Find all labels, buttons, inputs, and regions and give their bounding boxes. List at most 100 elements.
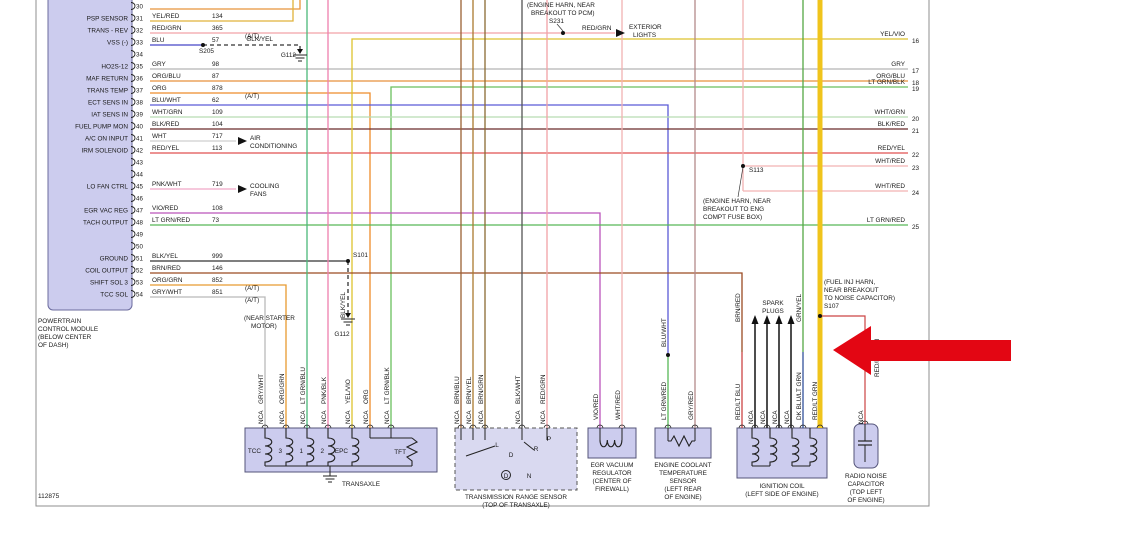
connector-arc [763,424,771,429]
pcm-pin-signal: EGR VAC REG [84,207,128,214]
pcm-pin-number: 38 [136,99,143,106]
pcm-wire-color: ORG/BLU [152,73,181,80]
diagram-label: RED/GRN [582,25,612,32]
connector-arc [481,424,489,429]
right-exit-color: LT GRN/BLK [868,79,905,86]
connector-arc [596,424,604,429]
pcm-pin-signal: IAT SENS IN [91,111,128,118]
diagram-label: GRY/RED [688,391,695,420]
diagram-label: NCA [858,410,865,424]
diagram-label: NCA [772,410,779,424]
pcm-pin-signal: IRM SOLENOID [81,147,128,154]
diagram-label: R [534,446,539,453]
right-exit-color: WHT/GRN [874,109,905,116]
pcm-pin-arc [130,14,136,22]
coil-symbol [306,428,315,466]
pcm-wire-color: BLU [152,37,165,44]
right-exit-color: WHT/RED [875,158,905,165]
diagram-label: NCA [748,410,755,424]
pcm-pin-number: 54 [136,291,143,298]
pcm-wire-color: RED/GRN [152,25,182,32]
diagram-label: NCA [279,410,286,424]
connector-arc [816,424,824,429]
connector-arc [366,424,374,429]
diagram-label: ORG/GRN [279,373,286,404]
diagram-label: S231 [549,18,564,25]
sheet-number: 112875 [38,493,60,500]
splice-dot [346,259,350,263]
pcm-wire-note: (A/T) [245,285,259,292]
pcm-pin-number: 30 [136,3,143,10]
pcm-pin-number: 47 [136,207,143,214]
connector-arc [261,424,269,429]
diagram-label: COMPT FUSE BOX) [703,214,762,221]
diagram-label: PLUGS [762,308,784,315]
pcm-pin-arc [130,278,136,286]
pcm-pin-signal: COIL OUTPUT [85,267,128,274]
wire-org-grn-852 [150,284,287,428]
pcm-pin-signal: TCC SOL [100,291,128,298]
leader-s113 [737,166,744,198]
right-exit-color: YEL/VIO [880,31,905,38]
arrow-air-conditioning [238,137,247,145]
arrowhead-spark-2 [763,315,771,324]
pcm-wire-color: BLU/WHT [152,97,181,104]
pcm-title-line: CONTROL MODULE [38,326,98,333]
resistor-symbol [405,437,419,466]
diagram-label: TO NOISE CAPACITOR) [824,295,895,302]
splice-dot [666,353,670,357]
wire-vio-red-108 [150,212,601,428]
coil-symbol [769,428,778,466]
pcm-pin-arc [130,206,136,214]
wire-s107-branch-capacitor [820,315,866,424]
gear-position-circle [501,470,511,480]
internal-range-switch-2 [523,441,535,451]
connector-arc [664,424,672,429]
highlight-arrow [833,326,1011,375]
diagram-label: NCA [321,410,328,424]
arrowhead-down-s101 [345,313,351,318]
diagram-label: CONDITIONING [250,143,297,150]
arrowhead-down-g112 [297,49,303,54]
right-exit-color: RED/YEL [878,145,906,152]
pcm-pin-arc [130,62,136,70]
wire-yel-vio-16 [351,38,908,428]
pcm-pin-number: 33 [136,39,143,46]
right-exit-color: BLK/RED [878,121,906,128]
ect-box [654,427,712,459]
diagram-label: RED/GRN [540,374,547,404]
pcm-pin-signal: SHIFT SOL 3 [90,279,128,286]
connector-arc [861,420,869,425]
wire-org-878 [150,92,371,428]
pcm-wire-note: (A/T) [245,33,259,40]
arrowhead-spark-3 [775,315,783,324]
splice-dot [818,314,822,318]
pcm-pin-arc [130,50,136,58]
diagram-label: L [495,442,499,449]
pcm-wire-circuit: 57 [212,37,220,44]
diagram-label: OF ENGINE) [847,497,884,504]
pcm-pin-arc [130,194,136,202]
diagram-label: (FUEL INJ HARN, [824,279,875,286]
pcm-wire-circuit: 87 [212,73,220,80]
right-exit-number: 25 [912,224,920,231]
diagram-label: D [504,473,509,480]
coil-symbol [351,428,360,466]
diagram-label: REGULATOR [592,470,632,477]
diagram-label: D [509,452,514,459]
pcm-pin-signal: FUEL PUMP MON [75,123,128,130]
diagram-label: CAPACITOR [848,481,885,488]
diagram-label: EGR VACUUM [591,462,634,469]
connector-arc [775,424,783,429]
diagram-label: FANS [250,191,267,198]
pcm-pin-number: 45 [136,183,143,190]
pcm-wire-note: (A/T) [245,297,259,304]
diagram-label: BRN/GRN [478,374,485,404]
connector-arc [303,424,311,429]
pcm-pin-number: 46 [136,195,143,202]
pcm-pin-number: 44 [136,171,143,178]
right-exit-number: 21 [912,128,920,135]
diagram-label: (NEAR STARTER [244,315,295,322]
